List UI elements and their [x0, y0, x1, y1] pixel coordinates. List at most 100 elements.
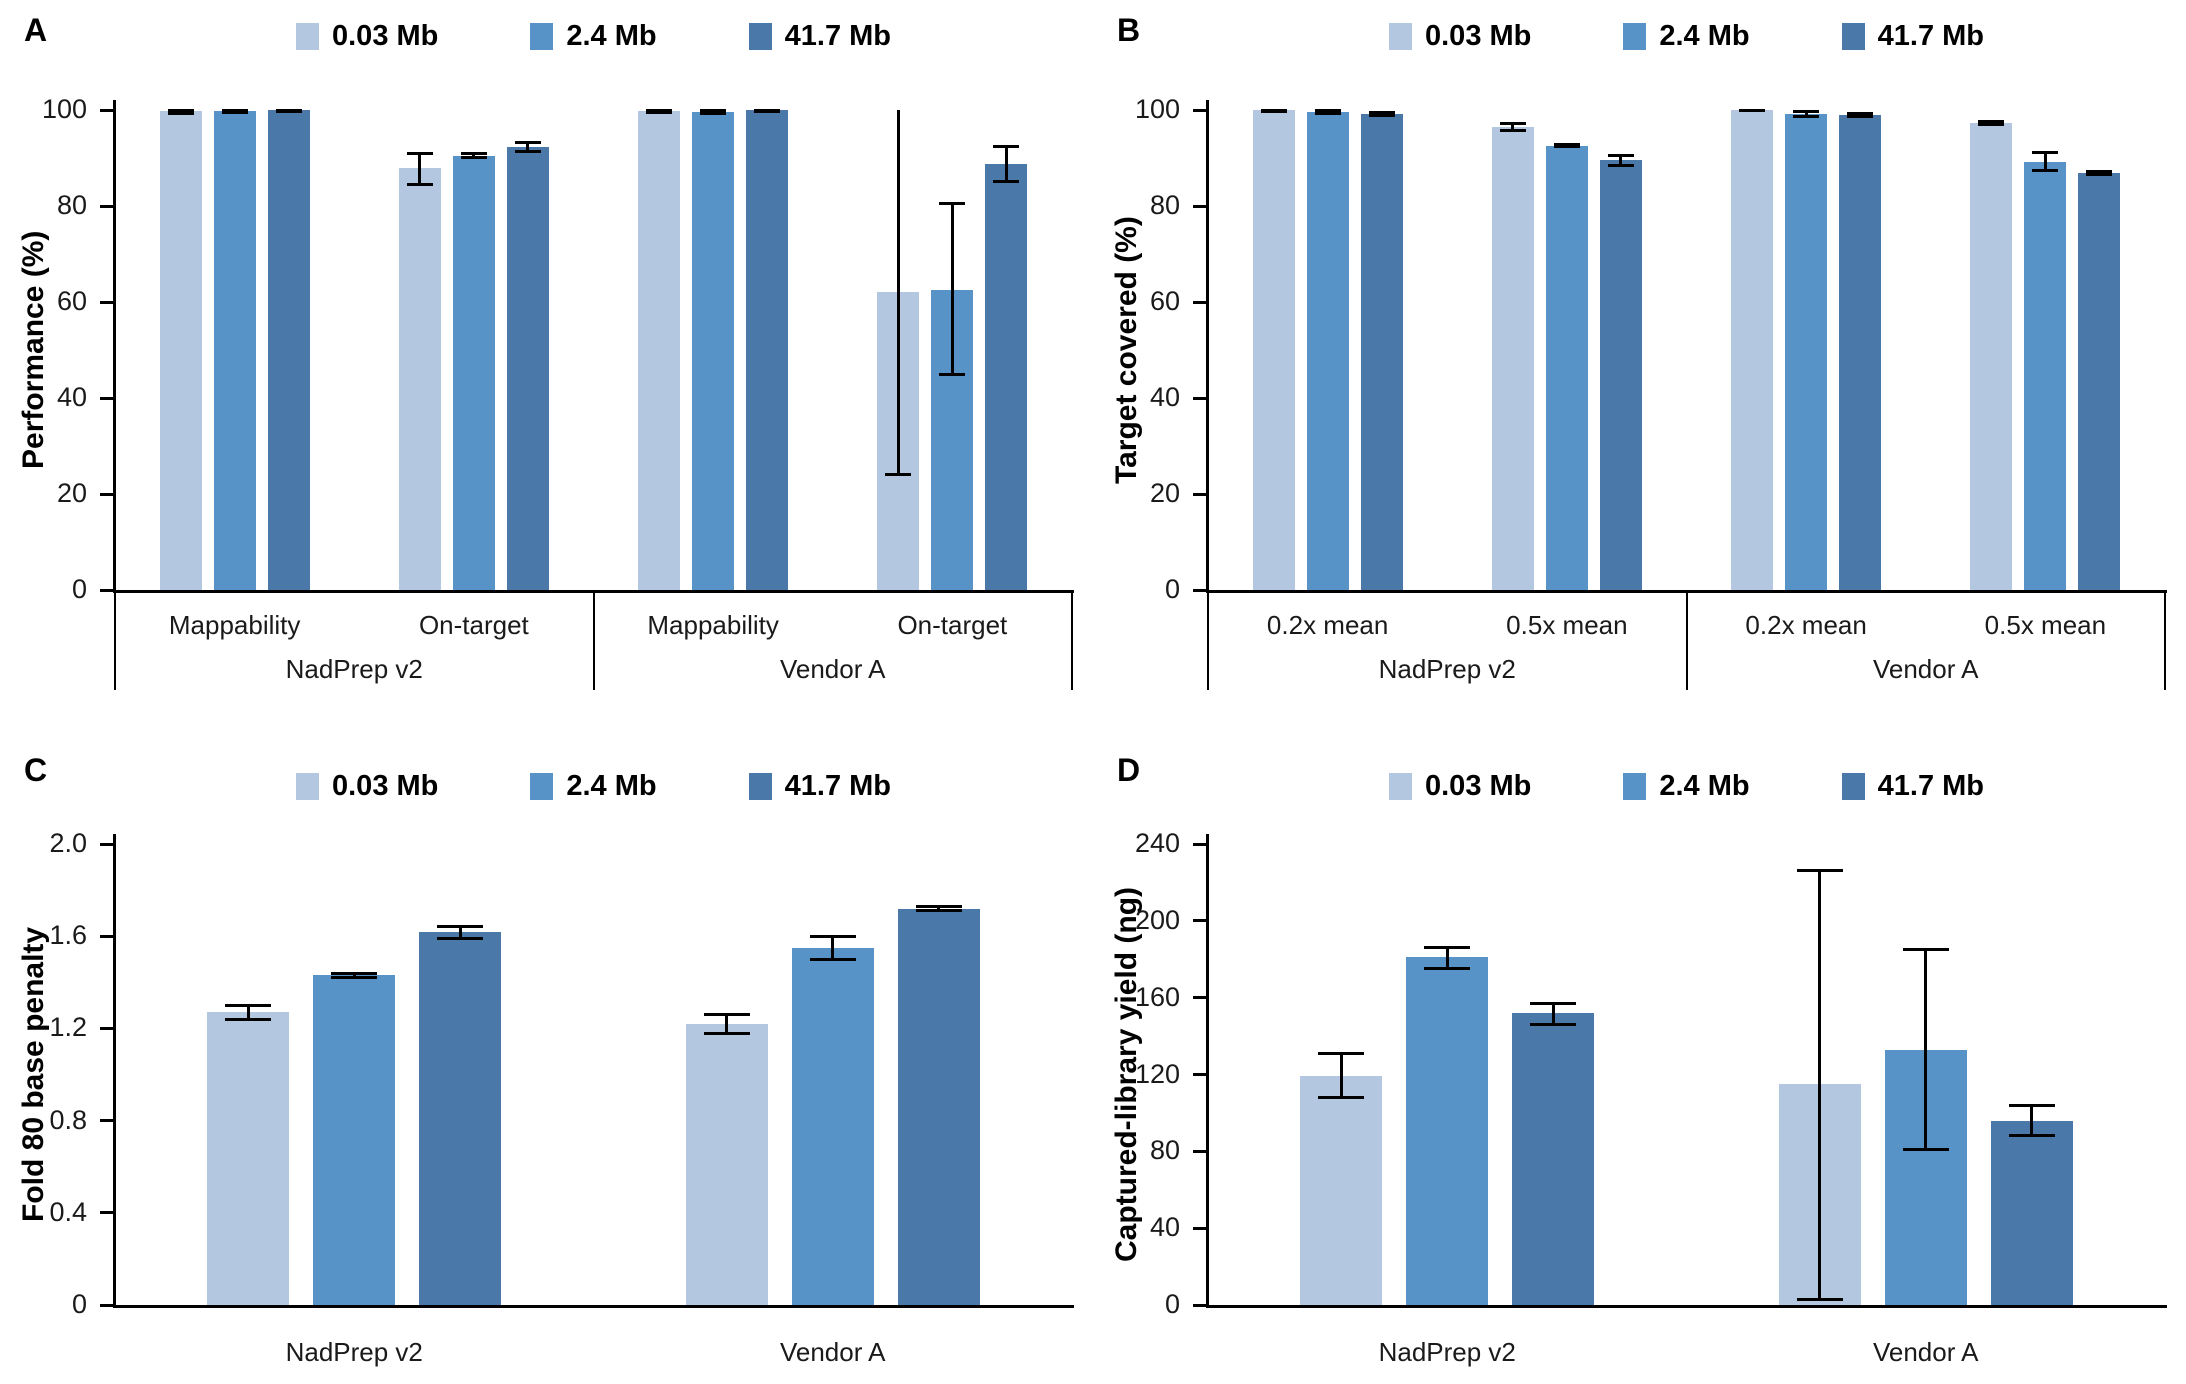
- error-bar-cap-top: [1553, 142, 1580, 146]
- error-bar-cap-top: [225, 1003, 272, 1007]
- y-tick-mark: [1193, 1226, 1206, 1230]
- error-bar-cap-bottom: [1314, 112, 1341, 116]
- panel-letter: C: [24, 752, 48, 788]
- panel-c: C Fold 80 base penalty 0.03 Mb 2.4 Mb 41.7…: [0, 692, 1093, 1384]
- legend-item: 0.03 Mb: [1389, 20, 1531, 53]
- error-bar: [1339, 1053, 1343, 1098]
- y-tick-mark: [1193, 300, 1206, 304]
- error-bar-cap-top: [437, 925, 484, 929]
- y-tick-label: 240: [1134, 828, 1180, 858]
- x-axis-line: [113, 1305, 1074, 1308]
- bar-41.7Mb: [267, 110, 310, 590]
- y-tick-mark: [1193, 492, 1206, 496]
- bar-0.03Mb: [1731, 110, 1774, 590]
- axis-box-divider: [1685, 590, 1688, 690]
- bar-0.03Mb: [159, 111, 202, 590]
- error-bar: [1989, 121, 1993, 125]
- legend-item: 41.7 Mb: [1841, 770, 1984, 803]
- y-tick-mark: [100, 204, 113, 208]
- axis-box-divider: [1207, 590, 1209, 690]
- error-bar-cap-top: [939, 202, 966, 206]
- legend-item: 2.4 Mb: [1623, 20, 1750, 53]
- legend-item: 0.03 Mb: [1389, 770, 1531, 803]
- error-bar-cap-bottom: [1530, 1023, 1577, 1027]
- y-axis-line: [1206, 834, 1209, 1305]
- error-bar: [1924, 949, 1928, 1150]
- error-bar-cap-bottom: [2086, 173, 2113, 177]
- error-bar-cap-bottom: [1424, 967, 1471, 971]
- error-bar-cap-top: [1424, 946, 1471, 950]
- bar-2.4Mb: [452, 155, 495, 590]
- y-tick-label: 100: [1134, 94, 1180, 124]
- error-bar: [1445, 947, 1449, 969]
- legend-label: 41.7 Mb: [784, 20, 891, 52]
- y-axis-line: [1206, 100, 1209, 590]
- legend-label: 41.7 Mb: [784, 770, 891, 802]
- y-tick-mark: [1193, 919, 1206, 923]
- bar-41.7Mb: [1839, 115, 1882, 590]
- error-bar: [246, 1005, 250, 1020]
- error-bar-cap-bottom: [460, 156, 487, 160]
- bar-2.4Mb: [313, 975, 396, 1305]
- y-tick-label: 0.8: [49, 1104, 87, 1135]
- x-subgroup-label: On-target: [418, 610, 529, 640]
- x-group-label: Vendor A: [779, 1337, 886, 1367]
- bar-41.7Mb: [985, 163, 1028, 590]
- y-tick-mark: [100, 396, 113, 400]
- error-bar-cap-bottom: [2008, 1134, 2055, 1138]
- error-bar-cap-bottom: [437, 937, 484, 940]
- x-subgroup-label: 0.5x mean: [1984, 610, 2107, 640]
- error-bar-cap-top: [1902, 948, 1949, 952]
- error-bar-cap-bottom: [1260, 109, 1287, 113]
- error-bar-cap-bottom: [514, 150, 541, 154]
- error-bar: [1619, 155, 1623, 166]
- y-tick-mark: [1193, 996, 1206, 1000]
- error-bar: [458, 926, 462, 939]
- y-tick-label: 0: [71, 1289, 87, 1319]
- error-bar-cap-top: [1796, 869, 1843, 873]
- bar-41.7Mb: [1599, 160, 1642, 590]
- x-subgroup-label: 0.2x mean: [1266, 610, 1389, 640]
- x-group-label: NadPrep v2: [285, 654, 423, 684]
- legend-swatch: [1389, 23, 1412, 50]
- axis-box-divider: [592, 590, 595, 690]
- legend-swatch: [296, 23, 319, 50]
- y-tick-mark: [100, 934, 113, 938]
- error-bar-cap-bottom: [939, 372, 966, 376]
- x-group-label: Vendor A: [1872, 1337, 1979, 1367]
- error-bar-cap-bottom: [221, 110, 248, 114]
- error-bar-cap-bottom: [331, 976, 378, 980]
- legend-swatch: [1389, 773, 1412, 800]
- bar-2.4Mb: [1785, 113, 1828, 590]
- error-bar-cap-bottom: [2032, 169, 2059, 173]
- y-tick-mark: [100, 588, 113, 592]
- y-axis-title: Target covered (%): [1110, 216, 1143, 484]
- legend-label: 0.03 Mb: [332, 20, 439, 52]
- error-bar: [2030, 1105, 2034, 1136]
- y-tick-mark: [100, 300, 113, 304]
- panel-letter: A: [24, 12, 48, 48]
- legend-label: 2.4 Mb: [566, 20, 657, 52]
- bar-2.4Mb: [1545, 145, 1588, 590]
- legend-swatch: [530, 23, 554, 50]
- y-tick-label: 80: [1149, 190, 1180, 220]
- error-bar-cap-bottom: [993, 179, 1020, 183]
- error-bar-cap-bottom: [225, 1017, 272, 1021]
- legend-label: 2.4 Mb: [1659, 770, 1750, 802]
- legend-swatch: [1841, 23, 1865, 50]
- x-subgroup-label: Mappability: [647, 610, 779, 640]
- y-tick-mark: [1193, 1303, 1206, 1307]
- bar-0.03Mb: [638, 111, 681, 590]
- error-bar-cap-bottom: [646, 111, 673, 115]
- legend-item: 0.03 Mb: [296, 770, 438, 803]
- error-bar-cap-bottom: [1499, 128, 1526, 132]
- x-subgroup-label: 0.5x mean: [1506, 610, 1628, 640]
- error-bar: [950, 203, 954, 374]
- y-tick-label: 0: [1164, 1289, 1180, 1319]
- error-bar: [1818, 870, 1822, 1300]
- legend-item: 41.7 Mb: [1841, 20, 1984, 53]
- error-bar-cap-top: [1530, 1001, 1577, 1005]
- y-tick-label: 160: [1134, 981, 1180, 1012]
- error-bar-cap-top: [460, 151, 487, 155]
- y-tick-label: 80: [56, 190, 87, 220]
